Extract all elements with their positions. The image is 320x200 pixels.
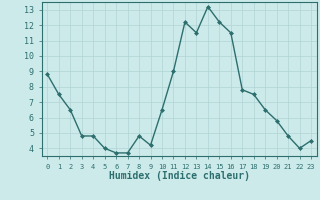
X-axis label: Humidex (Indice chaleur): Humidex (Indice chaleur) [109, 171, 250, 181]
